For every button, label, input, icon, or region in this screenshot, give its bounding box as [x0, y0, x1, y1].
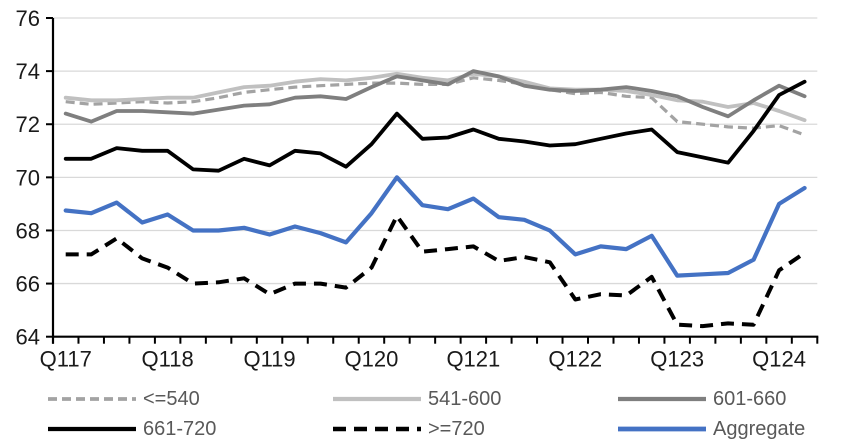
y-axis-label-68: 68	[16, 218, 40, 243]
legend-line-sample-541-600	[333, 396, 421, 402]
y-axis-label-72: 72	[16, 112, 40, 137]
y-axis-label-66: 66	[16, 272, 40, 297]
y-axis-label-64: 64	[16, 325, 40, 350]
y-axis-label-70: 70	[16, 165, 40, 190]
legend-item-le540: <=540	[48, 387, 200, 411]
x-axis-label-Q121: Q121	[446, 347, 500, 372]
series-line-<=540	[65, 76, 806, 137]
x-axis-label-Q122: Q122	[548, 347, 602, 372]
legend-line-sample-le540	[48, 397, 136, 401]
legend-label-aggregate: Aggregate	[713, 418, 806, 440]
series-line-661-720	[63, 79, 807, 173]
legend-item-aggregate: Aggregate	[618, 417, 805, 441]
legend-line-sample-aggregate	[618, 426, 706, 432]
x-axis-label-Q120: Q120	[345, 347, 399, 372]
legend-item-601-660: 601-660	[618, 387, 786, 411]
y-axis-label-76: 76	[16, 6, 40, 31]
x-axis-label-Q123: Q123	[650, 347, 704, 372]
legend-item-ge720: >=720	[333, 417, 485, 441]
series-line-541-600	[63, 71, 807, 123]
x-axis-label-Q124: Q124	[752, 347, 806, 372]
x-axis-label-Q118: Q118	[142, 347, 194, 372]
legend-label-541-600: 541-600	[428, 388, 502, 410]
legend-item-541-600: 541-600	[333, 387, 501, 411]
x-axis-label-Q117: Q117	[40, 347, 92, 372]
legend-item-661-720: 661-720	[48, 417, 216, 441]
legend-line-sample-661-720	[48, 426, 136, 432]
series-line-Aggregate	[63, 175, 807, 278]
legend-line-sample-601-660	[618, 396, 706, 402]
y-axis-label-74: 74	[16, 59, 40, 84]
legend-label-le540: <=540	[143, 388, 200, 410]
series-line->=720	[65, 213, 806, 329]
series-line-601-660	[63, 69, 807, 124]
legend-label-ge720: >=720	[428, 418, 485, 440]
legend-label-661-720: 661-720	[143, 418, 217, 440]
x-axis-label-Q119: Q119	[243, 347, 295, 372]
legend-line-sample-ge720	[333, 426, 421, 432]
legend-label-601-660: 601-660	[713, 388, 787, 410]
